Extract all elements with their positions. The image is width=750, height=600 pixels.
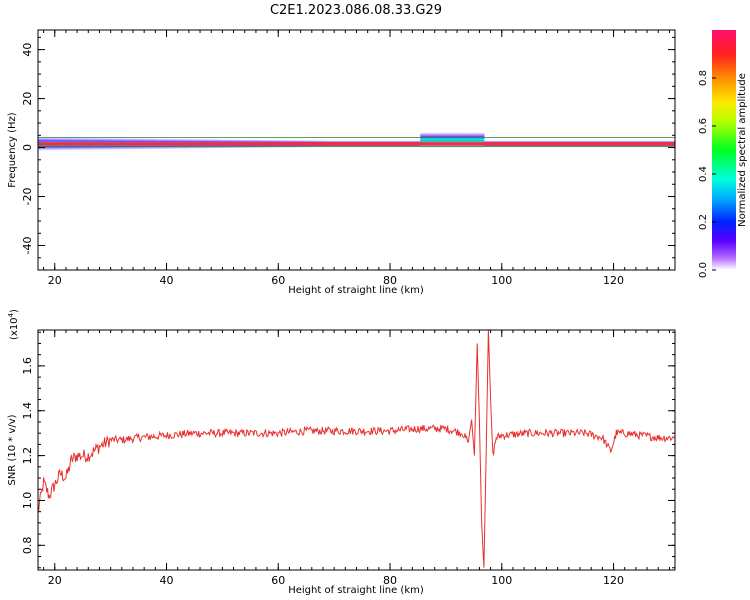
x-tick-label: 120: [603, 274, 624, 287]
x-tick-label: 60: [271, 574, 285, 587]
spectrogram-xlabel: Height of straight line (km): [288, 285, 424, 296]
y-tick-label: 40: [21, 43, 34, 57]
x-tick-label: 20: [48, 274, 62, 287]
spectrogram-cell: [452, 131, 464, 149]
y-tick-label: 1.6: [21, 357, 34, 375]
snr-ylabel: SNR (10 * v/v): [7, 414, 18, 485]
x-tick-label: 60: [271, 274, 285, 287]
y-tick-label: 1.2: [21, 447, 34, 465]
y-tick-label: 1.0: [21, 492, 34, 510]
y-tick-label: 0: [21, 144, 34, 151]
spectrogram-cell: [430, 131, 443, 149]
x-tick-label: 40: [160, 274, 174, 287]
spectrogram-ticks: 20 40 60 80 100 120 -40 -20 0 20 40: [21, 30, 675, 287]
snr-series: [37, 329, 676, 568]
figure-title: C2E1.2023.086.08.33.G29: [270, 3, 442, 18]
colorbar-tick-label: 0.4: [698, 166, 709, 182]
colorbar-tick-label: 0.0: [698, 262, 709, 278]
colorbar-tick-label: 0.2: [698, 214, 709, 230]
colorbar-tick-label: 0.8: [698, 70, 709, 86]
colorbar-gradient: [712, 30, 736, 270]
snr-panel: 20 40 60 80 100 120 0.8 1.0 1.2 1.4 1.6 Height of …: [7, 309, 676, 596]
snr-line: [37, 329, 676, 568]
y-tick-label: -40: [21, 237, 34, 255]
snr-xlabel: Height of straight line (km): [288, 585, 424, 596]
spectrogram-panel: 20 40 60 80 100 120 -40 -20 0 20 40 Height of stra…: [7, 29, 676, 296]
colorbar-tick-label: 0.6: [698, 118, 709, 134]
x-tick-label: 40: [160, 574, 174, 587]
x-tick-label: 100: [491, 574, 512, 587]
snr-ticks: 20 40 60 80 100 120 0.8 1.0 1.2 1.4 1.6: [21, 330, 675, 587]
spectrogram-cell: [462, 131, 474, 149]
x-tick-label: 20: [48, 574, 62, 587]
spectrogram-cell: [441, 131, 453, 149]
y-tick-label: 0.8: [21, 537, 34, 555]
colorbar: 0.0 0.2 0.4 0.6 0.8 Normalized spectral ampl…: [698, 30, 748, 278]
snr-multiplier: (x104): [7, 309, 20, 340]
x-tick-label: 80: [383, 574, 397, 587]
spectrogram-cell: [420, 131, 432, 149]
colorbar-ticks: 0.0 0.2 0.4 0.6 0.8: [698, 70, 716, 278]
x-tick-label: 100: [491, 274, 512, 287]
y-tick-label: 20: [21, 92, 34, 106]
spectrogram-ridge: [38, 131, 676, 152]
spectrogram-ylabel: Frequency (Hz): [7, 112, 18, 188]
colorbar-label: Normalized spectral amplitude: [737, 73, 748, 227]
y-tick-label: -20: [21, 188, 34, 206]
x-tick-label: 120: [603, 574, 624, 587]
y-tick-label: 1.4: [21, 402, 34, 420]
spectrogram-cell: [473, 131, 485, 149]
x-tick-label: 80: [383, 274, 397, 287]
snr-frame: [37, 329, 676, 571]
